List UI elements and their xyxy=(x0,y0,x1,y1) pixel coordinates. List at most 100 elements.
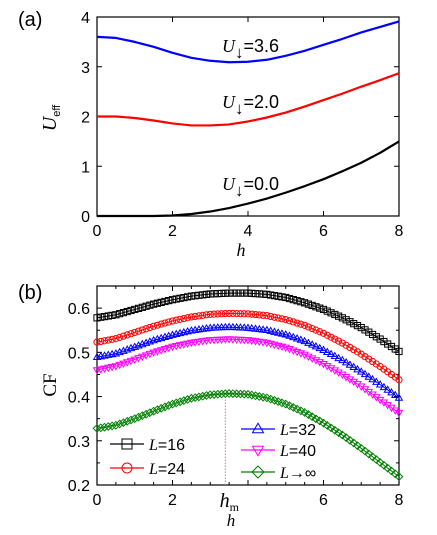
marker-triangle-up xyxy=(273,328,283,336)
panel-a: (a) 0 2 4 6 8 0 1 2 3 4 U↓=3.6 U↓=2.0 U↓=0.0 h Ue… xyxy=(18,9,404,260)
marker-triangle-up xyxy=(387,388,396,396)
marker-circle xyxy=(123,331,131,339)
marker-square xyxy=(168,296,177,304)
marker-triangle-up xyxy=(375,380,385,388)
legend-marker xyxy=(251,445,265,457)
series-line-2 xyxy=(97,140,400,218)
marker-diamond xyxy=(341,433,351,443)
marker-triangle-down xyxy=(138,353,147,362)
marker-square xyxy=(331,310,339,319)
marker-square xyxy=(187,292,195,300)
marker-circle xyxy=(316,328,324,336)
marker-diamond xyxy=(126,415,136,425)
marker-circle xyxy=(308,324,316,333)
marker-diamond xyxy=(322,421,332,430)
legend-label: L=16 xyxy=(148,437,185,454)
panel-a-ticks: 0 2 4 6 8 0 1 2 3 4 xyxy=(81,10,403,240)
marker-triangle-up xyxy=(258,325,268,333)
marker-square xyxy=(350,320,358,328)
marker-circle xyxy=(395,376,403,384)
marker-triangle-down xyxy=(111,363,121,371)
legend-marker xyxy=(251,465,265,479)
marker-square xyxy=(267,291,275,299)
legend-marker xyxy=(251,422,265,434)
legend-label: L=24 xyxy=(148,461,185,478)
marker-triangle-down xyxy=(341,374,351,382)
marker-triangle-up xyxy=(296,335,306,343)
marker-triangle-up xyxy=(394,393,404,401)
marker-triangle-up xyxy=(277,329,287,337)
marker-square xyxy=(274,292,282,300)
marker-square xyxy=(342,316,350,324)
marker-circle xyxy=(346,343,354,352)
marker-square xyxy=(263,290,271,299)
marker-square xyxy=(225,289,233,297)
marker-triangle-down xyxy=(338,371,347,380)
marker-circle xyxy=(108,335,116,343)
marker-triangle-down xyxy=(334,369,343,377)
marker-triangle-down xyxy=(311,357,321,365)
marker-diamond xyxy=(100,422,109,432)
marker-triangle-down xyxy=(319,361,328,369)
marker-diamond xyxy=(183,395,193,404)
y-tick-label: 0.2 xyxy=(68,478,90,495)
marker-diamond xyxy=(371,455,381,465)
marker-triangle-up xyxy=(300,336,309,345)
marker-diamond xyxy=(307,412,317,422)
x-tick-label: 8 xyxy=(395,492,404,509)
marker-triangle-down xyxy=(96,366,106,374)
marker-triangle-up xyxy=(338,355,347,364)
marker-square xyxy=(100,313,109,321)
marker-diamond xyxy=(103,422,113,431)
marker-diamond xyxy=(303,410,313,420)
marker-diamond xyxy=(194,392,204,402)
marker-circle xyxy=(229,309,237,318)
marker-diamond xyxy=(330,425,340,435)
marker-triangle-down xyxy=(115,361,124,370)
legend-item: L=32 xyxy=(241,422,316,439)
marker-square xyxy=(395,347,403,356)
marker-triangle-down xyxy=(168,343,177,352)
marker-diamond xyxy=(390,469,400,479)
marker-square xyxy=(301,299,309,307)
marker-triangle-up xyxy=(311,342,321,350)
marker-square xyxy=(335,312,343,320)
marker-circle xyxy=(338,339,346,347)
marker-triangle-up xyxy=(281,330,291,338)
marker-square xyxy=(316,304,324,312)
marker-circle xyxy=(202,311,211,319)
marker-triangle-down xyxy=(194,338,204,347)
marker-triangle-down xyxy=(190,339,200,347)
marker-triangle-down xyxy=(119,360,128,368)
marker-square xyxy=(244,289,252,297)
hm-label: hm xyxy=(220,490,240,514)
series-line-3 xyxy=(96,338,400,414)
marker-circle xyxy=(195,312,203,320)
panel-a-annotations: U↓=3.6 U↓=2.0 U↓=0.0 xyxy=(222,36,279,200)
panel-b: (b) 0 2 6 8 0.2 0.3 0.4 0.5 0.6 L=16 L=24 L=32 L=40… xyxy=(18,282,404,530)
marker-triangle-down xyxy=(326,365,336,373)
marker-triangle-down xyxy=(394,410,404,418)
marker-circle xyxy=(116,333,124,341)
marker-diamond xyxy=(315,416,325,426)
marker-diamond xyxy=(190,393,200,403)
marker-triangle-down xyxy=(100,365,109,373)
marker-diamond xyxy=(387,466,396,476)
marker-circle xyxy=(100,337,109,345)
marker-diamond xyxy=(228,389,238,399)
marker-square xyxy=(134,304,143,312)
marker-circle xyxy=(214,310,222,318)
marker-circle xyxy=(353,348,362,356)
series-0 xyxy=(93,289,403,356)
marker-diamond xyxy=(345,435,355,445)
series-1 xyxy=(93,309,403,384)
marker-diamond xyxy=(115,419,125,429)
marker-triangle-up xyxy=(360,369,370,378)
marker-triangle-up xyxy=(266,326,275,334)
marker-square xyxy=(217,289,226,298)
marker-diamond xyxy=(149,406,159,416)
marker-diamond xyxy=(179,396,189,406)
marker-triangle-down xyxy=(183,340,192,348)
marker-diamond xyxy=(334,428,344,438)
marker-square xyxy=(304,300,312,308)
